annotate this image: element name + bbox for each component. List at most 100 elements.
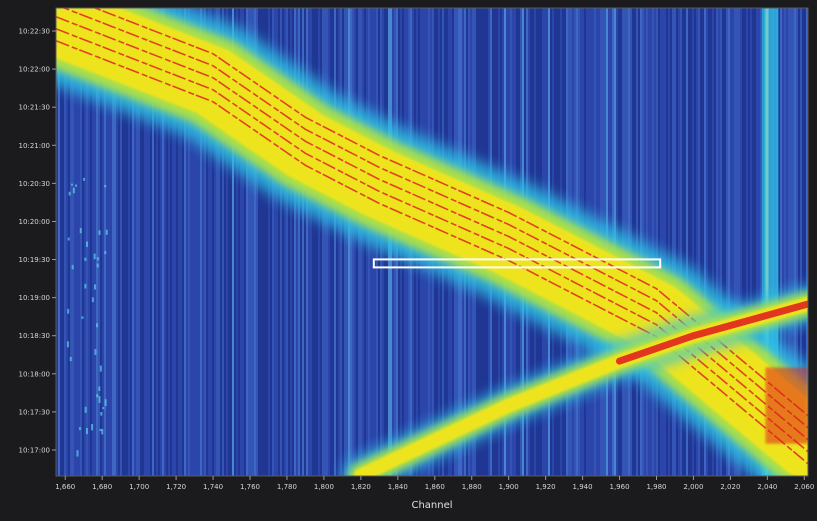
noise-stripe <box>134 8 136 476</box>
noise-stripe <box>234 8 236 476</box>
noise-stripe <box>792 8 794 476</box>
noise-stripe <box>328 8 330 476</box>
noise-stripe <box>118 8 120 476</box>
noise-stripe <box>676 8 678 476</box>
x-tick-label: 1,780 <box>277 483 297 491</box>
noise-stripe <box>256 8 258 476</box>
plot-area <box>56 8 808 476</box>
y-tick-label: 10:18:30 <box>19 332 50 340</box>
noise-stripe <box>786 8 788 476</box>
x-tick-label: 1,860 <box>425 483 445 491</box>
x-tick-label: 1,980 <box>646 483 666 491</box>
noise-stripe <box>150 8 152 476</box>
noise-stripe <box>72 8 74 476</box>
noise-stripe <box>260 8 262 476</box>
noise-stripe <box>164 8 166 476</box>
noise-stripe <box>130 8 132 476</box>
noise-stripe <box>80 8 82 476</box>
noise-stripe <box>806 8 808 476</box>
noise-stripe <box>724 8 726 476</box>
noise-stripe <box>718 8 720 476</box>
y-tick-label: 10:20:30 <box>19 180 50 188</box>
noise-stripe <box>252 8 254 476</box>
noise-stripe <box>88 8 90 476</box>
noise-stripe <box>302 8 304 476</box>
y-tick-label: 10:17:00 <box>19 447 50 455</box>
noise-stripe <box>674 8 676 476</box>
noise-stripe <box>196 8 198 476</box>
noise-stripe <box>326 8 328 476</box>
noise-stripe <box>790 8 792 476</box>
noise-stripe <box>284 8 286 476</box>
noise-stripe <box>108 8 110 476</box>
noise-stripe <box>654 8 656 476</box>
x-tick-label: 2,060 <box>794 483 814 491</box>
noise-stripe <box>292 8 294 476</box>
trace-core <box>56 8 808 476</box>
noise-stripe <box>60 8 62 476</box>
noise-stripe <box>778 8 780 476</box>
x-tick-label: 1,720 <box>166 483 186 491</box>
x-tick-label: 2,000 <box>683 483 703 491</box>
noise-stripe <box>92 8 94 476</box>
noise-stripe <box>800 8 802 476</box>
noise-stripe <box>244 8 246 476</box>
noise-stripe <box>166 8 168 476</box>
noise-stripe <box>744 8 746 476</box>
noise-stripe <box>124 8 126 476</box>
noise-stripe <box>160 8 162 476</box>
noise-fleck <box>105 229 108 235</box>
noise-fleck <box>104 184 107 188</box>
noise-stripe <box>318 8 320 476</box>
noise-stripe <box>688 8 690 476</box>
noise-stripe <box>276 8 278 476</box>
y-tick-label: 10:21:30 <box>19 104 50 112</box>
noise-fleck <box>98 396 101 404</box>
noise-stripe <box>100 8 102 476</box>
noise-stripe <box>216 8 218 476</box>
noise-fleck <box>85 241 88 247</box>
noise-stripe <box>348 8 350 476</box>
noise-stripe <box>714 8 716 476</box>
noise-stripe <box>222 8 224 476</box>
noise-fleck <box>79 228 82 234</box>
noise-stripe <box>708 8 710 476</box>
noise-stripe <box>278 8 280 476</box>
noise-stripe <box>290 8 292 476</box>
trace-peak-line <box>92 8 808 417</box>
noise-stripe <box>110 8 112 476</box>
noise-stripe <box>286 8 288 476</box>
trace-peak-line <box>62 8 808 429</box>
y-tick-label: 10:19:00 <box>19 294 50 302</box>
noise-stripe <box>342 8 344 476</box>
noise-fleck <box>102 407 105 410</box>
noise-fleck <box>85 428 88 435</box>
noise-stripe <box>314 8 316 476</box>
noise-fleck <box>68 191 71 196</box>
noise-stripe <box>90 8 92 476</box>
noise-stripe <box>240 8 242 476</box>
noise-stripe <box>104 8 106 476</box>
noise-stripe <box>152 8 154 476</box>
noise-stripe <box>344 8 346 476</box>
y-tick-label: 10:21:00 <box>19 142 50 150</box>
noise-stripe <box>262 8 264 476</box>
noise-stripe <box>282 8 284 476</box>
noise-stripe <box>738 8 740 476</box>
noise-stripe <box>360 8 362 476</box>
noise-stripe <box>246 8 248 476</box>
noise-stripe <box>94 8 96 476</box>
noise-fleck <box>94 349 97 356</box>
noise-stripe <box>176 8 178 476</box>
noise-stripe <box>192 8 194 476</box>
x-tick-label: 1,840 <box>388 483 408 491</box>
noise-stripe <box>684 8 686 476</box>
noise-stripe <box>740 8 742 476</box>
noise-stripe <box>274 8 276 476</box>
noise-stripe <box>692 8 694 476</box>
noise-fleck <box>81 316 84 319</box>
x-tick-label: 1,660 <box>55 483 75 491</box>
noise-fleck <box>78 427 81 431</box>
noise-stripe <box>144 8 146 476</box>
noise-stripe <box>798 8 800 476</box>
